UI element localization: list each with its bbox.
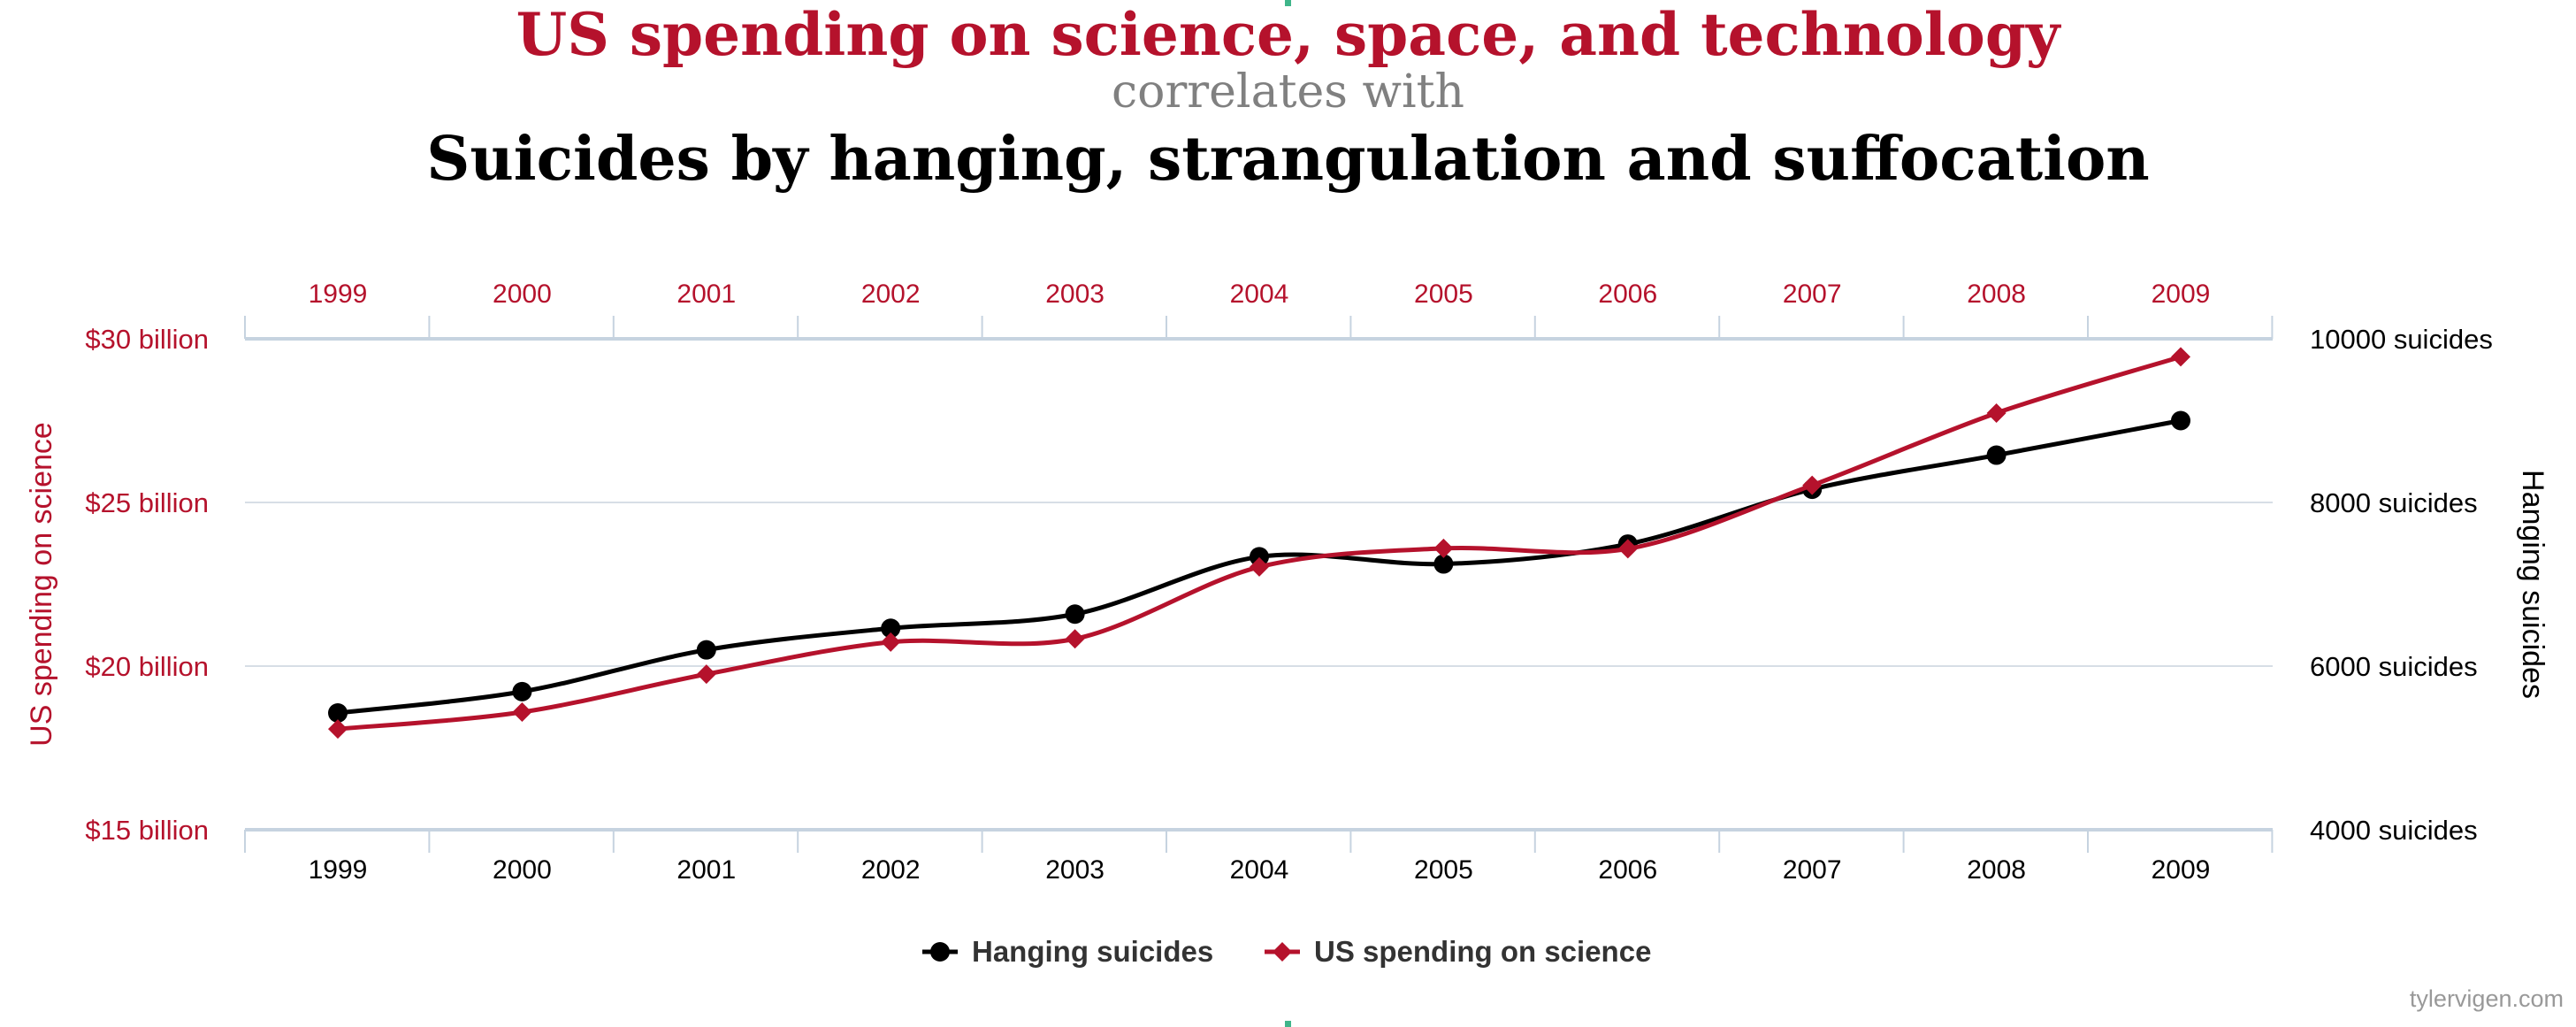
left-axis-title: US spending on science (25, 422, 58, 747)
legend-label-hanging-suicides: Hanging suicides (972, 935, 1213, 968)
data-point-us-spending-on-science (1250, 556, 1269, 577)
legend-marker-hanging-suicides (930, 942, 950, 962)
data-point-hanging-suicides (328, 703, 348, 724)
x-tick-label-bottom: 2004 (1230, 855, 1289, 885)
top-accent-mark (1285, 0, 1291, 6)
data-point-us-spending-on-science (1433, 538, 1454, 558)
left-tick-label: $25 billion (85, 487, 209, 518)
x-tick-label-bottom: 2006 (1598, 855, 1657, 885)
x-tick-label-bottom: 1999 (309, 855, 368, 885)
data-point-hanging-suicides (696, 640, 716, 660)
series-line-us-spending-on-science (335, 354, 2183, 732)
grid-layer (245, 337, 2273, 832)
x-tick-label-bottom: 2008 (1967, 855, 2026, 885)
watermark: tylervigen.com (2409, 985, 2564, 1012)
x-tick-label-bottom: 2003 (1045, 855, 1105, 885)
data-point-hanging-suicides (1986, 445, 2007, 465)
x-tick-label-top: 2004 (1230, 280, 1289, 309)
x-tick-label-bottom: 2009 (2152, 855, 2211, 885)
data-point-us-spending-on-science (2171, 347, 2190, 367)
right-tick-label: 4000 suicides (2310, 815, 2478, 846)
chart-title-line-1: US spending on science, space, and techn… (516, 0, 2060, 69)
data-point-hanging-suicides (2171, 410, 2190, 431)
left-tick-label: $20 billion (85, 651, 209, 682)
data-point-hanging-suicides (1065, 604, 1085, 625)
data-point-hanging-suicides (512, 681, 532, 701)
right-tick-label: 6000 suicides (2310, 651, 2478, 682)
right-tick-label: 10000 suicides (2310, 324, 2493, 355)
x-tick-label-bottom: 2005 (1414, 855, 1473, 885)
right-axis-title: Hanging suicides (2516, 470, 2549, 699)
data-point-us-spending-on-science (1065, 629, 1085, 649)
data-point-us-spending-on-science (1986, 402, 2007, 423)
x-tick-label-top: 2007 (1783, 280, 1842, 309)
x-tick-label-bottom: 2007 (1783, 855, 1842, 885)
bottom-accent-mark (1285, 1021, 1291, 1027)
x-tick-label-top: 2009 (2152, 280, 2211, 309)
x-tick-label-top: 2005 (1414, 280, 1473, 309)
x-tick-label-top: 1999 (309, 280, 368, 309)
x-tick-label-top: 2001 (676, 280, 736, 309)
data-point-hanging-suicides (1250, 547, 1269, 567)
data-point-hanging-suicides (1433, 554, 1454, 574)
data-point-us-spending-on-science (881, 632, 901, 652)
data-point-us-spending-on-science (1617, 539, 1638, 559)
data-point-us-spending-on-science (1802, 475, 1823, 495)
x-tick-label-top: 2006 (1598, 280, 1657, 309)
legend-marker-us-spending-on-science (1273, 942, 1292, 962)
axis-layer: 1999 1999 2000 2000 2001 2001 2002 2002 2003 2003… (25, 280, 2549, 885)
data-point-us-spending-on-science (696, 664, 716, 685)
x-tick-label-bottom: 2001 (676, 855, 736, 885)
x-tick-label-top: 2002 (861, 280, 921, 309)
x-tick-label-top: 2000 (493, 280, 552, 309)
x-tick-label-top: 2008 (1967, 280, 2026, 309)
legend-label-us-spending-on-science: US spending on science (1314, 935, 1651, 968)
data-point-us-spending-on-science (512, 702, 532, 723)
data-point-hanging-suicides (881, 618, 901, 639)
series-layer (328, 347, 2190, 740)
left-tick-label: $15 billion (85, 815, 209, 846)
x-tick-label-bottom: 2000 (493, 855, 552, 885)
chart-title-connector: correlates with (1112, 65, 1464, 119)
x-tick-label-bottom: 2002 (861, 855, 921, 885)
legend: Hanging suicides US spending on science (922, 935, 1651, 968)
right-tick-label: 8000 suicides (2310, 487, 2478, 518)
left-tick-label: $30 billion (85, 324, 209, 355)
data-point-us-spending-on-science (328, 719, 348, 740)
x-tick-label-top: 2003 (1045, 280, 1105, 309)
chart-title-line-2: Suicides by hanging, strangulation and s… (426, 124, 2150, 195)
